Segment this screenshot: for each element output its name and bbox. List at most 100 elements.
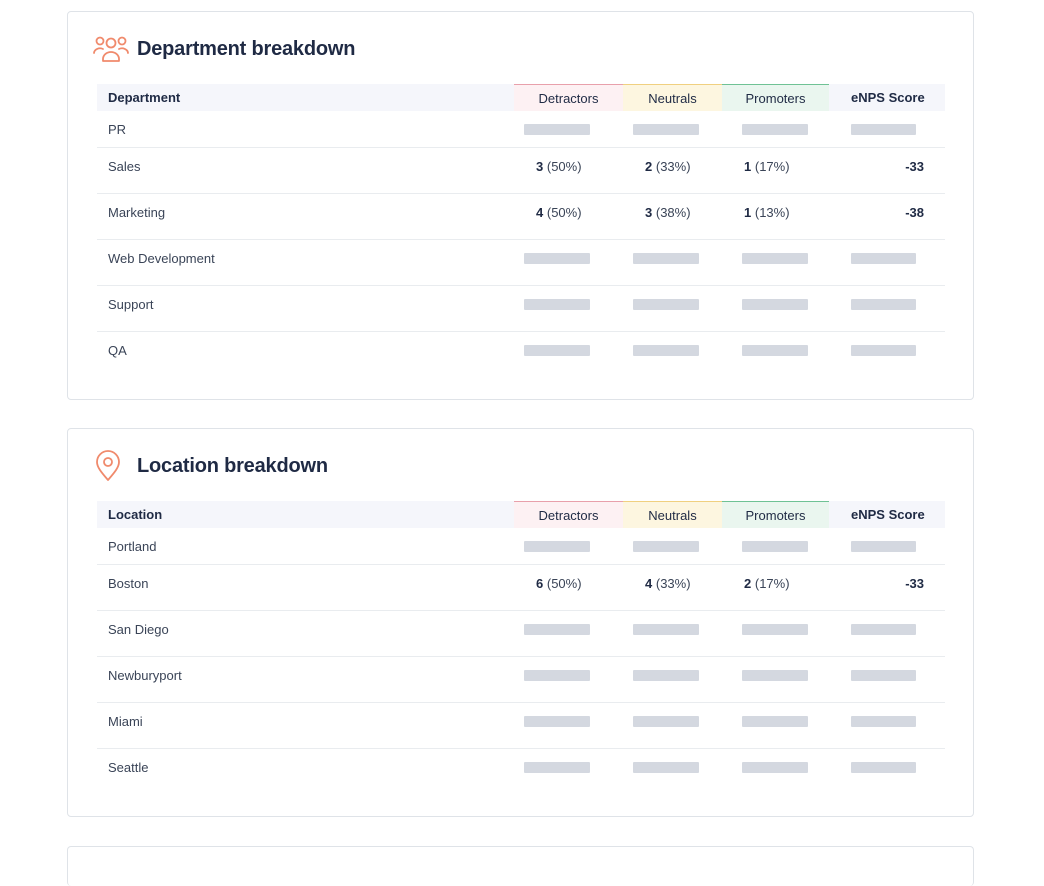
table-row: Marketing 4 (50%) 3 (38%) 1 (13%) -38 (97, 194, 945, 240)
promoters-value: 1 (17%) (744, 159, 790, 175)
neutrals-count: 3 (645, 205, 653, 220)
department-title: Department breakdown (137, 37, 356, 60)
enps-score-value: -33 (905, 576, 924, 591)
table-row: Web Development (97, 240, 945, 286)
row-label: Sales (108, 159, 141, 174)
detractors-percent: (50%) (546, 576, 582, 591)
loading-placeholder (851, 253, 916, 264)
detractors-value: 6 (50%) (536, 576, 582, 592)
loading-placeholder (851, 762, 916, 773)
table-row: Newburyport (97, 657, 945, 703)
loading-placeholder (524, 670, 590, 681)
loading-placeholder (851, 299, 916, 310)
row-label: Web Development (108, 251, 215, 266)
loading-placeholder (524, 253, 590, 264)
row-label: QA (108, 343, 127, 358)
neutrals-count: 2 (645, 159, 653, 174)
map-pin-icon (93, 450, 131, 481)
column-header-promoters[interactable]: Promoters (722, 84, 829, 111)
department-breakdown-card: Department breakdown Department Detracto… (67, 11, 974, 400)
department-header: Department breakdown (93, 34, 355, 64)
detractors-count: 6 (536, 576, 544, 591)
loading-placeholder (524, 624, 590, 635)
detractors-count: 4 (536, 205, 544, 220)
department-table: Department Detractors Neutrals Promoters… (97, 84, 945, 378)
promoters-count: 1 (744, 159, 752, 174)
neutrals-percent: (38%) (655, 205, 691, 220)
loading-placeholder (633, 541, 699, 552)
detractors-percent: (50%) (546, 159, 582, 174)
table-row: San Diego (97, 611, 945, 657)
loading-placeholder (524, 345, 590, 356)
column-header-location[interactable]: Location (108, 507, 163, 522)
loading-placeholder (742, 670, 808, 681)
column-header-promoters[interactable]: Promoters (722, 501, 829, 528)
location-table: Location Detractors Neutrals Promoters e… (97, 501, 945, 795)
row-label: Seattle (108, 760, 149, 775)
table-row: QA (97, 332, 945, 378)
table-header: Department Detractors Neutrals Promoters… (97, 84, 945, 111)
loading-placeholder (851, 716, 916, 727)
column-header-detractors[interactable]: Detractors (514, 84, 623, 111)
neutrals-value: 2 (33%) (645, 159, 691, 175)
users-icon (93, 34, 131, 64)
loading-placeholder (742, 541, 808, 552)
loading-placeholder (524, 541, 590, 552)
loading-placeholder (742, 624, 808, 635)
loading-placeholder (633, 253, 699, 264)
loading-placeholder (742, 124, 808, 135)
row-label: Boston (108, 576, 149, 591)
loading-placeholder (633, 762, 699, 773)
column-header-neutrals[interactable]: Neutrals (623, 501, 722, 528)
loading-placeholder (633, 124, 699, 135)
column-header-neutrals[interactable]: Neutrals (623, 84, 722, 111)
detractors-count: 3 (536, 159, 544, 174)
loading-placeholder (851, 124, 916, 135)
detractors-value: 4 (50%) (536, 205, 582, 221)
loading-placeholder (851, 670, 916, 681)
loading-placeholder (742, 762, 808, 773)
column-header-enps[interactable]: eNPS Score (851, 90, 925, 105)
loading-placeholder (524, 124, 590, 135)
detractors-value: 3 (50%) (536, 159, 582, 175)
row-label: Miami (108, 714, 143, 729)
neutrals-percent: (33%) (655, 576, 691, 591)
neutrals-value: 3 (38%) (645, 205, 691, 221)
loading-placeholder (633, 670, 699, 681)
promoters-percent: (17%) (754, 159, 790, 174)
promoters-count: 2 (744, 576, 752, 591)
loading-placeholder (851, 624, 916, 635)
row-label: Support (108, 297, 154, 312)
table-row: Support (97, 286, 945, 332)
loading-placeholder (742, 299, 808, 310)
loading-placeholder (633, 299, 699, 310)
loading-placeholder (742, 716, 808, 727)
department-rows: PR Sales 3 (50%) 2 (33%) 1 (17%) -33 Marketing… (97, 111, 945, 378)
table-row: Boston 6 (50%) 4 (33%) 2 (17%) -33 (97, 565, 945, 611)
column-header-detractors[interactable]: Detractors (514, 501, 623, 528)
loading-placeholder (742, 345, 808, 356)
next-breakdown-card (67, 846, 974, 886)
neutrals-count: 4 (645, 576, 653, 591)
row-label: Newburyport (108, 668, 182, 683)
promoters-value: 2 (17%) (744, 576, 790, 592)
loading-placeholder (633, 345, 699, 356)
neutrals-value: 4 (33%) (645, 576, 691, 592)
enps-score-value: -38 (905, 205, 924, 220)
location-title: Location breakdown (137, 454, 328, 477)
detractors-percent: (50%) (546, 205, 582, 220)
promoters-percent: (13%) (754, 205, 790, 220)
table-header: Location Detractors Neutrals Promoters e… (97, 501, 945, 528)
table-row: PR (97, 111, 945, 148)
loading-placeholder (851, 541, 916, 552)
column-header-enps[interactable]: eNPS Score (851, 507, 925, 522)
enps-score-value: -33 (905, 159, 924, 174)
row-label: Marketing (108, 205, 166, 220)
loading-placeholder (524, 716, 590, 727)
row-label: San Diego (108, 622, 169, 637)
column-header-department[interactable]: Department (108, 90, 181, 105)
row-label: Portland (108, 539, 157, 554)
table-row: Seattle (97, 749, 945, 795)
loading-placeholder (633, 716, 699, 727)
neutrals-percent: (33%) (655, 159, 691, 174)
